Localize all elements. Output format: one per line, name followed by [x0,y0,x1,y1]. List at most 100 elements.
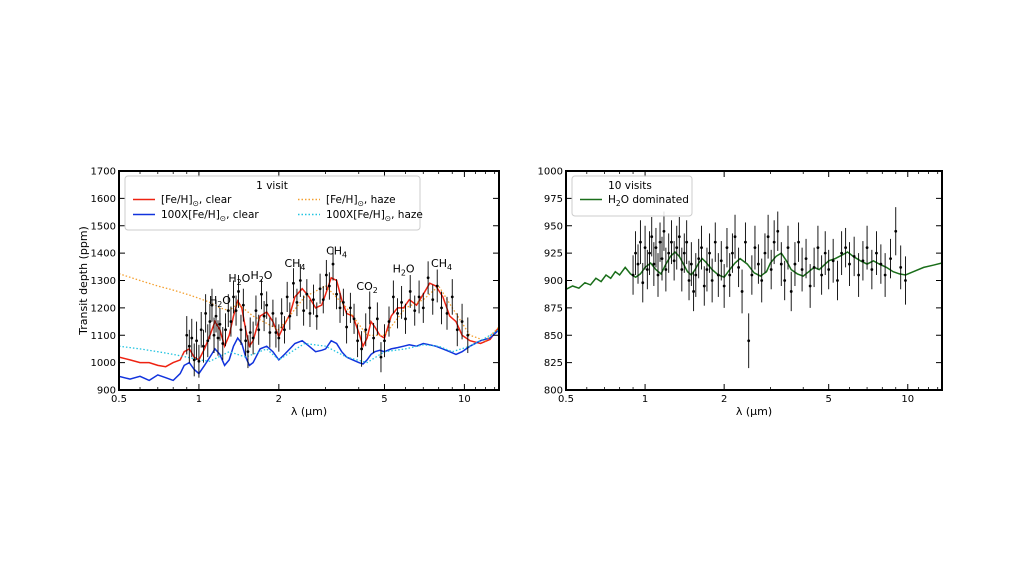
data-point [875,251,878,255]
y-tick-label: 900 [97,386,116,397]
data-point [664,268,668,271]
data-point [680,268,684,271]
data-point [756,262,760,266]
data-point [667,251,671,255]
molecule-label-sub: 2 [259,275,264,284]
data-point [372,336,376,340]
data-point [271,311,275,315]
data-point [697,257,701,260]
molecule-label-sub: 2 [373,286,378,295]
data-point [797,240,800,244]
data-point [772,240,776,244]
data-point [248,331,252,334]
data-point [308,311,312,315]
data-point [776,229,780,233]
data-point [417,295,421,299]
data-point [740,290,744,293]
legend-label-tail: O dominated [621,194,689,206]
legend-label-sub: ⊙ [385,214,391,223]
data-point [793,262,797,266]
data-point [857,273,861,277]
x-tick-label: 0.5 [558,394,574,405]
data-point [257,328,261,332]
data-point [466,333,470,337]
data-point [692,290,695,293]
x-tick-label: 0.5 [111,394,127,405]
series-4-line [119,329,499,364]
data-point [731,251,734,255]
data-point [852,255,856,258]
data-point [682,251,686,255]
data-point [848,262,851,266]
data-point [634,251,637,255]
x-tick-label: 10 [901,394,914,405]
data-point [224,328,227,332]
legend-label: 100X[Fe/H]⊙, clear [161,209,259,223]
data-point [274,331,278,334]
data-point [341,301,345,304]
data-point [421,306,425,310]
data-point [670,240,673,244]
data-point [652,262,656,266]
data-point [460,320,464,323]
data-point [283,328,286,332]
data-point [352,317,356,321]
molecule-label: CH4 [431,257,452,272]
y-axis-label: Transit depth (ppm) [77,226,90,336]
molecule-label-sub: 2 [401,268,406,277]
legend-label-sub: ⊙ [220,214,226,223]
data-point [285,295,289,299]
data-point [251,336,255,340]
legend-label-main: 100X[Fe/H] [326,209,385,221]
x-tick-label: 2 [721,394,727,405]
y-tick-label: 900 [544,276,563,287]
legend-label: [Fe/H]⊙, clear [161,194,232,208]
data-point [195,339,198,343]
data-point [753,246,757,250]
data-point [246,350,250,354]
molecule-label-main: CO [356,280,373,293]
data-point [685,240,689,244]
data-point [360,347,364,351]
y-tick-label: 925 [544,249,563,260]
data-point [315,314,319,318]
data-point [226,309,230,313]
x-tick-label: 1 [196,394,202,405]
data-point [239,328,243,332]
data-point [702,284,706,288]
legend-label-sub: ⊙ [193,199,199,208]
data-point [298,279,302,282]
data-point [636,262,640,266]
y-tick-label: 950 [544,221,563,232]
data-point [305,292,309,296]
legend-label-tail: , haze [391,209,423,221]
series-3-line [119,273,499,342]
data-point [719,259,723,263]
data-point [324,273,328,277]
data-point [383,339,386,343]
data-point [662,229,666,233]
data-point [816,246,820,250]
data-point [265,303,269,307]
data-point [705,268,709,271]
data-point [368,306,372,310]
data-point [348,306,352,310]
data-point [804,257,808,260]
data-point [455,328,459,332]
molecule-label-main: CH [431,257,447,270]
data-point [870,268,874,271]
molecule-label-sub: 4 [300,263,305,272]
data-point [396,311,399,315]
plot-area [566,207,942,369]
data-point [190,336,194,340]
y-tick-label: 975 [544,194,563,205]
data-point [722,284,726,288]
data-point [808,284,812,288]
data-point [210,303,214,307]
data-point [295,301,299,304]
molecule-label-main: H [228,272,236,285]
y-tick-label: 1100 [91,331,116,342]
x-tick-label: 5 [381,394,387,405]
data-point [865,246,869,250]
data-point [672,259,676,263]
